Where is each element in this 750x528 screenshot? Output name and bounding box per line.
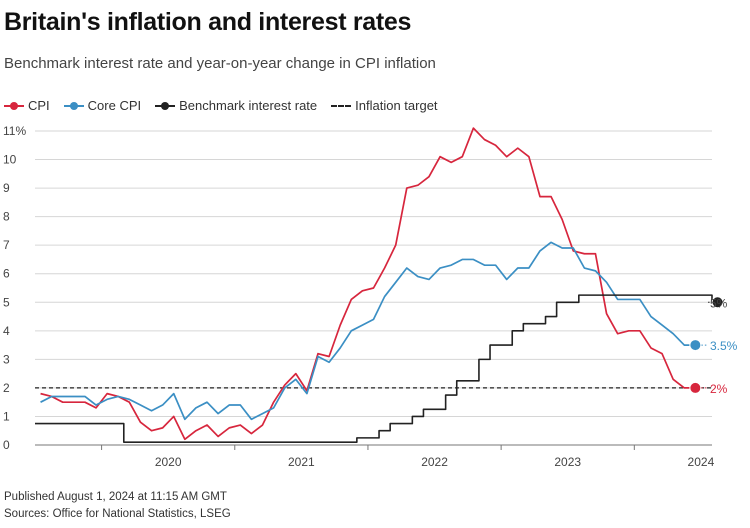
y-tick-label: 2 xyxy=(3,381,10,395)
end-label-cpi: 2% xyxy=(710,382,728,396)
x-tick-label: 2020 xyxy=(155,455,182,469)
y-tick-label: 10 xyxy=(3,153,17,167)
y-tick-label: 4 xyxy=(3,324,10,338)
y-tick-label: 9 xyxy=(3,181,10,195)
legend-label-core-cpi: Core CPI xyxy=(87,98,142,113)
y-tick-label: 6 xyxy=(3,267,10,281)
end-dot-core-cpi xyxy=(689,339,702,352)
x-tick-label: 2023 xyxy=(554,455,581,469)
y-tick-label: 8 xyxy=(3,210,10,224)
y-tick-label: 5 xyxy=(3,295,10,309)
y-tick-label: 11% xyxy=(3,124,26,138)
y-tick-label: 7 xyxy=(3,238,10,252)
legend-swatch-cpi xyxy=(4,101,24,111)
x-tick-label: 2024 xyxy=(688,455,715,469)
legend-item-interest-rate: Benchmark interest rate xyxy=(155,98,317,113)
legend-label-cpi: CPI xyxy=(28,98,50,113)
page-subtitle: Benchmark interest rate and year-on-year… xyxy=(4,55,436,72)
series-line-cpi xyxy=(40,127,696,441)
legend-label-inflation-target: Inflation target xyxy=(355,98,438,113)
published-note: Published August 1, 2024 at 11:15 AM GMT xyxy=(4,491,227,503)
y-tick-label: 0 xyxy=(3,438,10,452)
legend-swatch-interest-rate xyxy=(155,101,176,111)
x-tick-label: 2022 xyxy=(421,455,448,469)
end-label-core-cpi: 3.5% xyxy=(710,339,738,353)
legend-item-inflation-target: Inflation target xyxy=(331,98,438,113)
legend-label-interest-rate: Benchmark interest rate xyxy=(179,98,318,113)
series-line-benchmark-interest-rate xyxy=(35,294,718,443)
legend-swatch-inflation-target xyxy=(331,101,352,111)
sources-note: Sources: Office for National Statistics,… xyxy=(4,508,231,520)
chart-legend: CPI Core CPI Benchmark interest rate Inf… xyxy=(4,98,452,113)
legend-swatch-core-cpi xyxy=(63,101,84,111)
end-dot-cpi xyxy=(689,381,702,394)
x-tick-label: 2021 xyxy=(288,455,315,469)
end-label-benchmark-interest-rate: 5% xyxy=(710,296,728,310)
end-dot-benchmark-interest-rate xyxy=(711,296,724,309)
y-tick-label: 3 xyxy=(3,352,10,366)
legend-item-cpi: CPI xyxy=(4,98,50,113)
y-tick-label: 1 xyxy=(3,409,10,423)
page-title: Britain's inflation and interest rates xyxy=(4,8,412,36)
legend-item-core-cpi: Core CPI xyxy=(63,98,142,113)
series-line-core-cpi xyxy=(40,241,696,421)
